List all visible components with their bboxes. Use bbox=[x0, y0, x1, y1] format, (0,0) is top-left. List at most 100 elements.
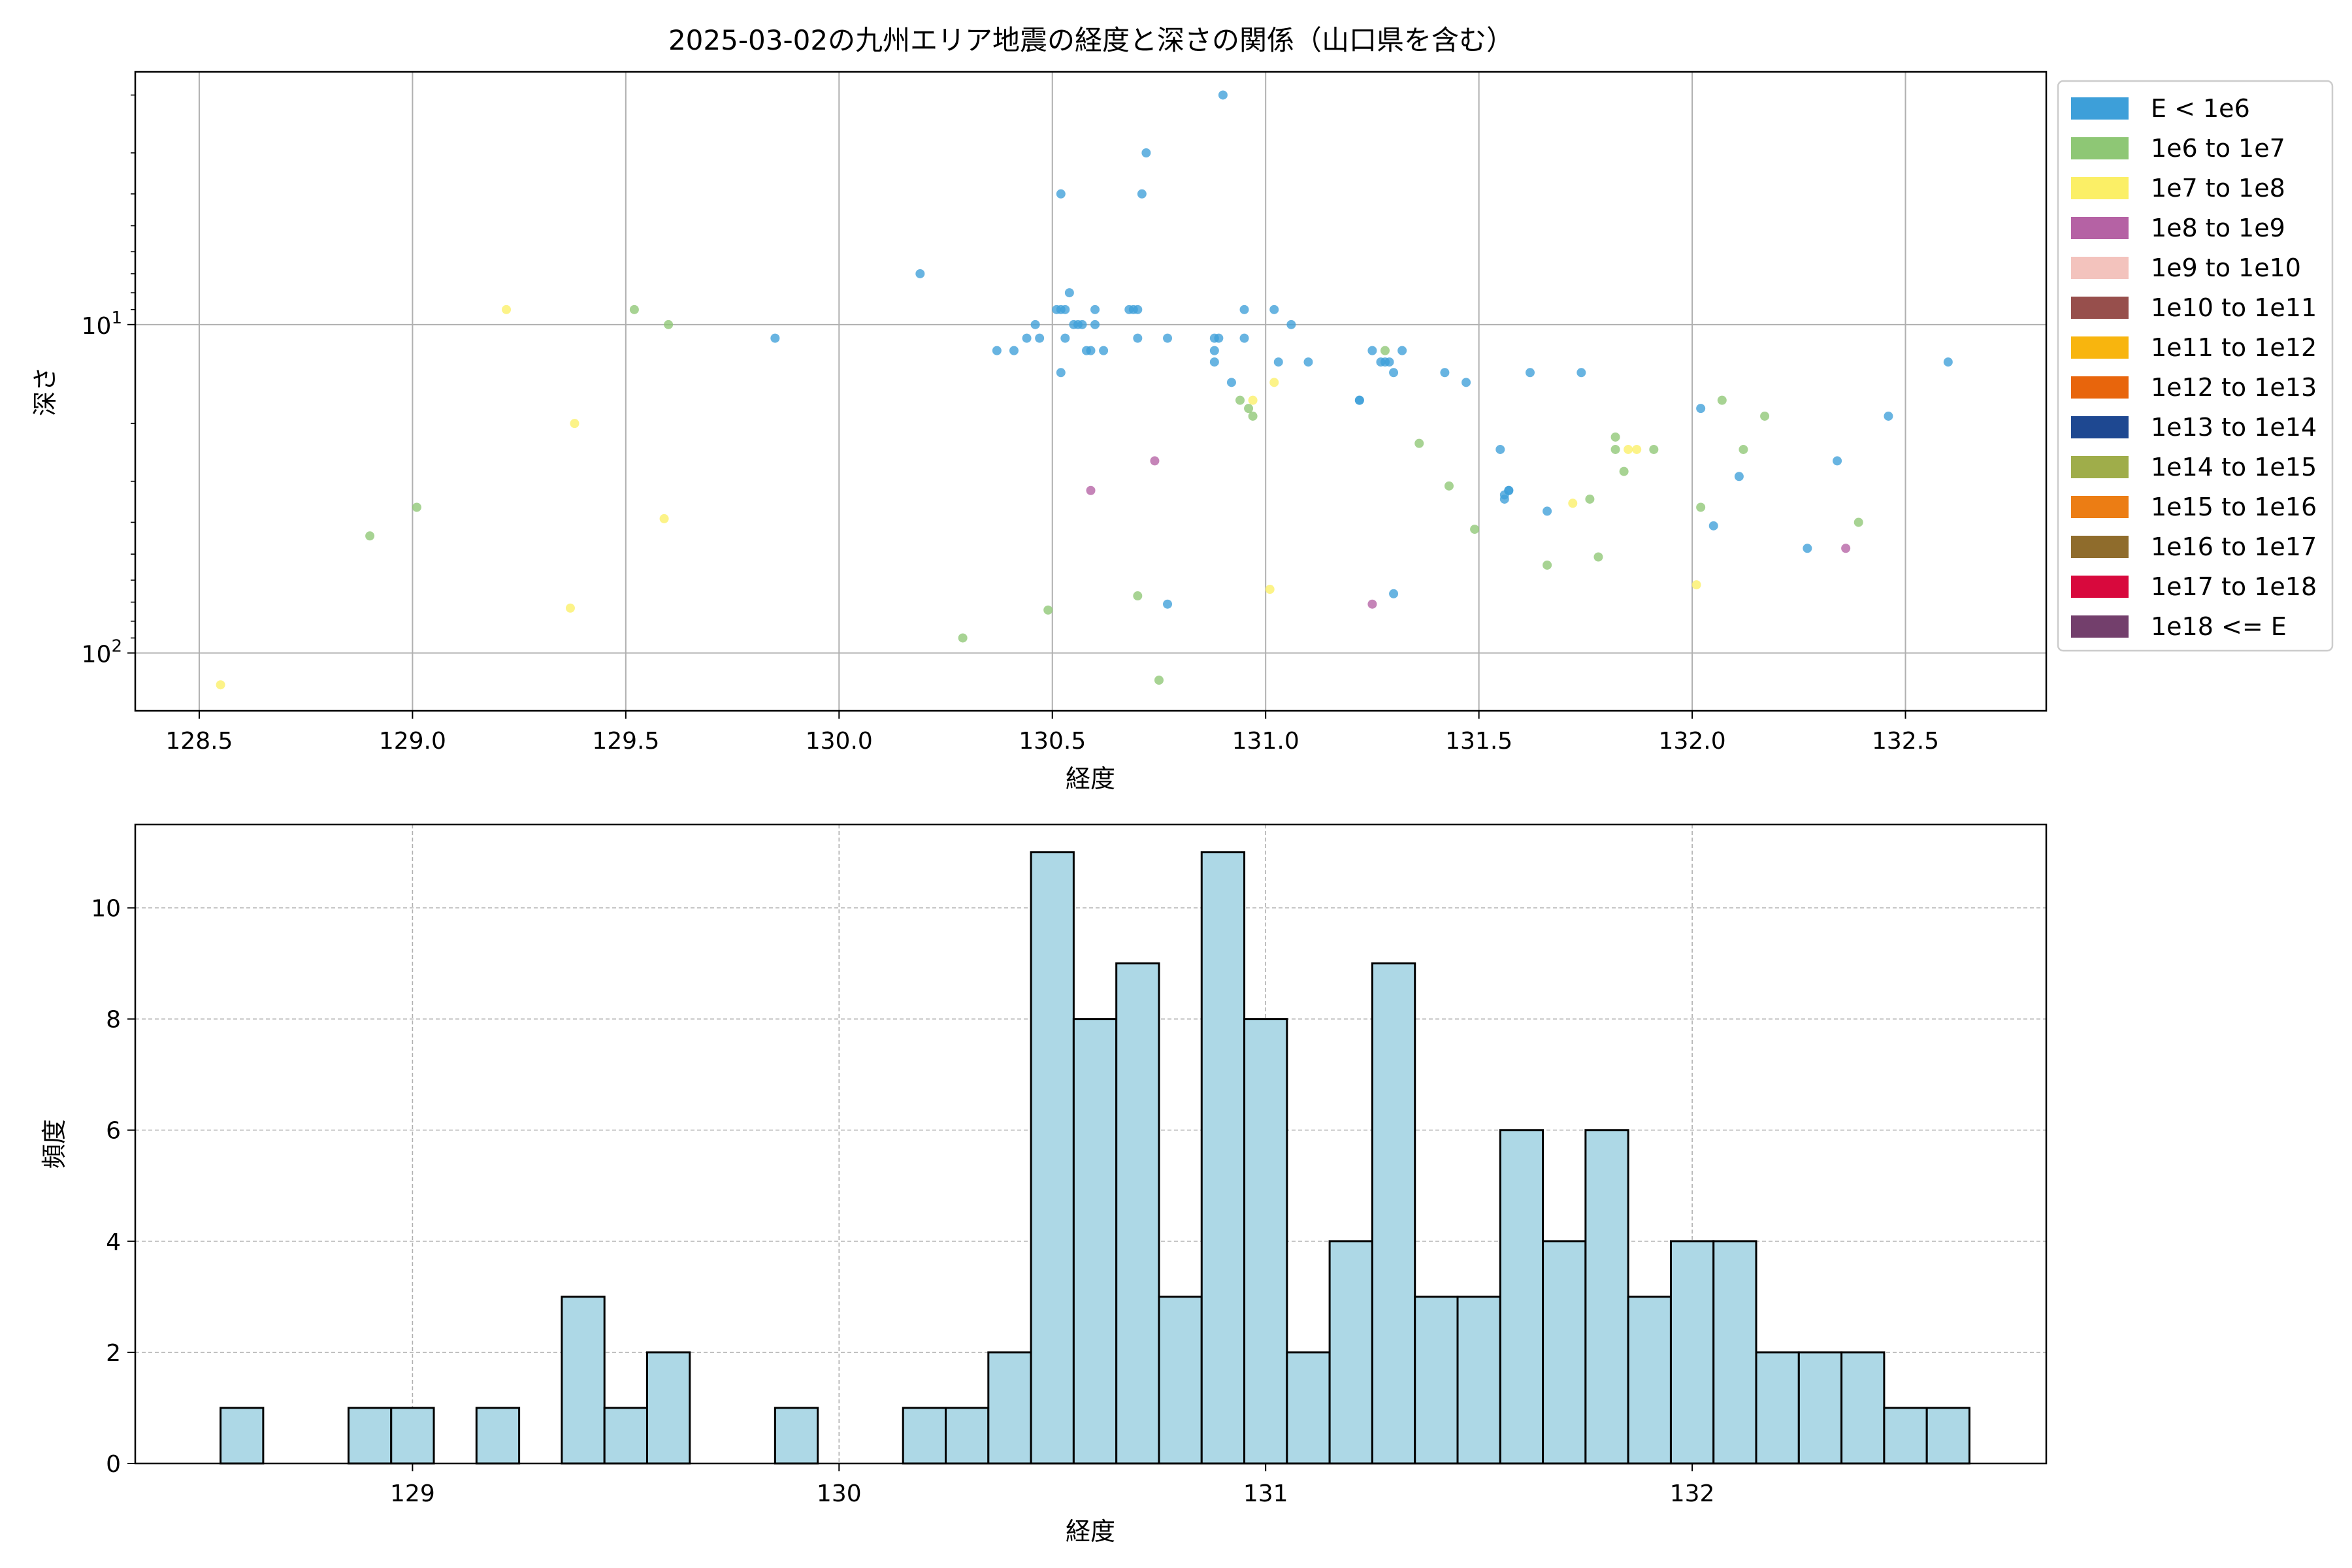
scatter-point bbox=[1133, 333, 1143, 343]
scatter-point bbox=[1462, 378, 1471, 387]
scatter-point bbox=[1576, 368, 1586, 378]
scatter-point bbox=[1389, 589, 1399, 598]
scatter-point bbox=[1585, 494, 1595, 504]
histogram-bar bbox=[1797, 1351, 1843, 1465]
histogram-bar bbox=[1499, 1129, 1544, 1465]
scatter-point bbox=[1593, 552, 1603, 562]
histogram-bar bbox=[945, 1407, 990, 1465]
scatter-point bbox=[1525, 368, 1535, 378]
scatter-point bbox=[1056, 189, 1066, 199]
top-x-ticks: 128.5 129.0 129.5 130.0 130.5 131.0 131.5 132.0… bbox=[165, 711, 1939, 755]
scatter-point bbox=[1269, 304, 1279, 314]
scatter-point bbox=[1060, 304, 1070, 314]
histogram-bar bbox=[1243, 1018, 1288, 1465]
scatter-point bbox=[659, 514, 669, 523]
histogram-bar bbox=[1200, 851, 1246, 1465]
scatter-point bbox=[1367, 346, 1377, 355]
scatter-point bbox=[502, 304, 512, 314]
histogram-bar bbox=[1030, 851, 1075, 1465]
scatter-point bbox=[1543, 560, 1552, 570]
scatter-point bbox=[1380, 346, 1390, 355]
bottom-x-tick-label: 131 bbox=[1243, 1480, 1288, 1507]
scatter-point bbox=[1077, 319, 1087, 329]
chart-title: 2025-03-02の九州エリア地震の経度と深さの関係（山口県を含む） bbox=[668, 24, 1514, 56]
legend-label: 1e13 to 1e14 bbox=[2151, 413, 2317, 442]
scatter-point bbox=[1150, 456, 1160, 466]
legend-label: 1e8 to 1e9 bbox=[2151, 214, 2285, 242]
histogram-bar bbox=[1158, 1296, 1203, 1465]
scatter-point bbox=[1035, 333, 1045, 343]
histogram-bar bbox=[1456, 1296, 1501, 1465]
scatter-point bbox=[1060, 333, 1070, 343]
scatter-point bbox=[365, 531, 375, 541]
scatter-point bbox=[1884, 411, 1893, 421]
scatter-point bbox=[1619, 466, 1629, 476]
histogram-bar bbox=[220, 1407, 265, 1465]
scatter-point bbox=[1470, 525, 1480, 534]
histogram-bar bbox=[1669, 1240, 1715, 1465]
scatter-point bbox=[1154, 676, 1164, 685]
histogram-bar bbox=[1115, 962, 1160, 1465]
scatter-point bbox=[1495, 444, 1505, 454]
scatter-point bbox=[1444, 481, 1454, 491]
scatter-point bbox=[1043, 605, 1053, 615]
scatter-point bbox=[629, 304, 639, 314]
histogram-bar bbox=[645, 1351, 691, 1465]
scatter-point bbox=[412, 502, 421, 512]
scatter-point bbox=[216, 680, 225, 690]
histogram-bar bbox=[347, 1407, 393, 1465]
scatter-point bbox=[1286, 319, 1296, 329]
histogram-bar bbox=[390, 1407, 435, 1465]
scatter-point bbox=[1133, 304, 1143, 314]
bottom-x-tick-label: 130 bbox=[817, 1480, 862, 1507]
scatter-point bbox=[1649, 444, 1659, 454]
scatter-point bbox=[1367, 599, 1377, 609]
scatter-point bbox=[1022, 333, 1032, 343]
bottom-y-tick-label: 0 bbox=[106, 1451, 121, 1478]
top-x-axis-label: 経度 bbox=[1066, 764, 1115, 793]
scatter-point bbox=[1248, 411, 1258, 421]
legend-swatch bbox=[2071, 137, 2129, 159]
histogram-bar bbox=[1883, 1407, 1928, 1465]
scatter-point bbox=[1854, 517, 1863, 527]
scatter-point bbox=[1064, 288, 1074, 298]
scatter-point bbox=[1133, 591, 1143, 601]
scatter-point bbox=[1568, 498, 1578, 508]
bottom-x-tick-label: 132 bbox=[1670, 1480, 1715, 1507]
histogram-bar bbox=[1840, 1351, 1886, 1465]
scatter-point bbox=[1235, 395, 1245, 405]
top-x-tick-label: 130.0 bbox=[806, 728, 873, 755]
scatter-point bbox=[1708, 521, 1718, 531]
bottom-y-tick-label: 4 bbox=[106, 1229, 121, 1256]
legend-swatch bbox=[2071, 456, 2129, 478]
legend-label: 1e6 to 1e7 bbox=[2151, 134, 2285, 163]
histogram-bar bbox=[1712, 1240, 1757, 1465]
longitude-histogram-chart: 129 130 131 132 0 2 4 6 8 10 経度 頻度 bbox=[40, 823, 2048, 1546]
legend-swatch bbox=[2071, 576, 2129, 598]
legend-label: 1e16 to 1e17 bbox=[2151, 532, 2317, 561]
top-plot-frame bbox=[134, 71, 2048, 712]
scatter-point bbox=[1269, 378, 1279, 387]
scatter-point bbox=[1090, 304, 1100, 314]
scatter-point bbox=[1214, 333, 1224, 343]
scatter-point bbox=[1303, 357, 1313, 367]
legend-swatch bbox=[2071, 615, 2129, 638]
histogram-bar bbox=[902, 1407, 947, 1465]
depth-vs-longitude-scatter-chart: 2025-03-02の九州エリア地震の経度と深さの関係（山口県を含む） 128.… bbox=[31, 24, 2334, 793]
scatter-point bbox=[1209, 346, 1219, 355]
legend: E < 1e6 1e6 to 1e7 1e7 to 1e8 1e8 to 1e9 1e9… bbox=[2057, 80, 2334, 652]
bottom-y-axis-label: 頻度 bbox=[40, 1119, 69, 1169]
scatter-point bbox=[1739, 444, 1748, 454]
scatter-point bbox=[1397, 346, 1407, 355]
bottom-plot-frame bbox=[134, 823, 2048, 1465]
scatter-point bbox=[1163, 599, 1173, 609]
scatter-point bbox=[1389, 368, 1399, 378]
scatter-point bbox=[1734, 472, 1744, 482]
scatter-point bbox=[770, 333, 780, 343]
legend-swatch bbox=[2071, 496, 2129, 518]
legend-swatch bbox=[2071, 257, 2129, 279]
legend-label: 1e10 to 1e11 bbox=[2151, 293, 2317, 322]
scatter-point bbox=[1624, 444, 1633, 454]
histogram-bar bbox=[475, 1407, 521, 1465]
scatter-point bbox=[570, 419, 580, 429]
